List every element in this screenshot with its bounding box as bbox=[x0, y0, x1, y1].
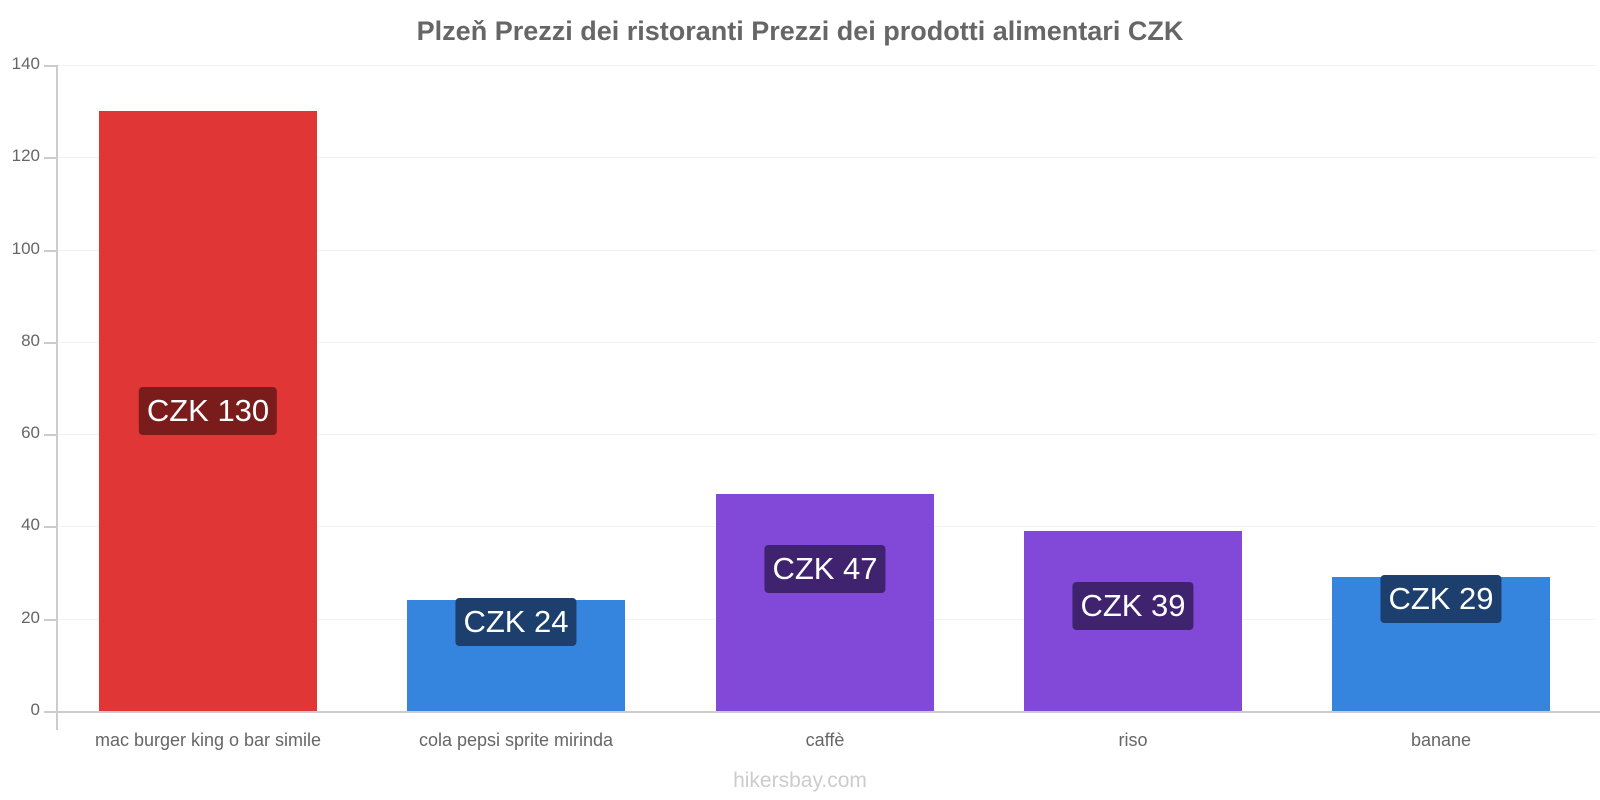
y-tick-mark bbox=[44, 618, 56, 621]
y-tick-mark bbox=[44, 249, 56, 252]
x-axis-line bbox=[44, 711, 1600, 713]
y-tick-label: 80 bbox=[21, 330, 40, 350]
x-tick-label: banane bbox=[1410, 730, 1472, 750]
y-tick-mark bbox=[44, 526, 56, 529]
y-tick-label: 20 bbox=[21, 607, 40, 627]
x-tick-label: mac burger king o bar simile bbox=[94, 730, 322, 750]
y-tick-label: 120 bbox=[11, 146, 40, 166]
y-tick-label: 100 bbox=[11, 238, 40, 258]
y-tick-label: 0 bbox=[30, 700, 40, 719]
chart-title: Plzeň Prezzi dei ristoranti Prezzi dei p… bbox=[416, 16, 1184, 46]
x-tick-label: caffè bbox=[805, 730, 845, 750]
data-label: CZK 39 bbox=[1072, 582, 1194, 631]
y-tick-label: 40 bbox=[21, 515, 40, 535]
gridline bbox=[56, 65, 1596, 66]
watermark: hikersbay.com bbox=[733, 769, 867, 792]
data-label: CZK 47 bbox=[764, 545, 886, 594]
y-axis-line bbox=[56, 65, 58, 730]
data-label: CZK 24 bbox=[455, 598, 577, 647]
gridline bbox=[56, 341, 1596, 343]
y-tick-label: 140 bbox=[11, 54, 40, 73]
data-label: CZK 29 bbox=[1380, 575, 1502, 624]
gridline bbox=[56, 434, 1596, 436]
data-label: CZK 130 bbox=[138, 387, 278, 436]
x-tick-label: riso bbox=[1118, 730, 1148, 750]
y-tick-label: 60 bbox=[21, 423, 40, 443]
y-tick-mark bbox=[44, 434, 56, 437]
y-tick-mark bbox=[44, 341, 56, 344]
y-tick-mark bbox=[44, 65, 56, 67]
bar[interactable] bbox=[716, 494, 934, 711]
y-tick-mark bbox=[44, 157, 56, 160]
gridline bbox=[56, 249, 1596, 251]
x-tick-label: cola pepsi sprite mirinda bbox=[418, 730, 614, 750]
gridline bbox=[56, 157, 1596, 159]
